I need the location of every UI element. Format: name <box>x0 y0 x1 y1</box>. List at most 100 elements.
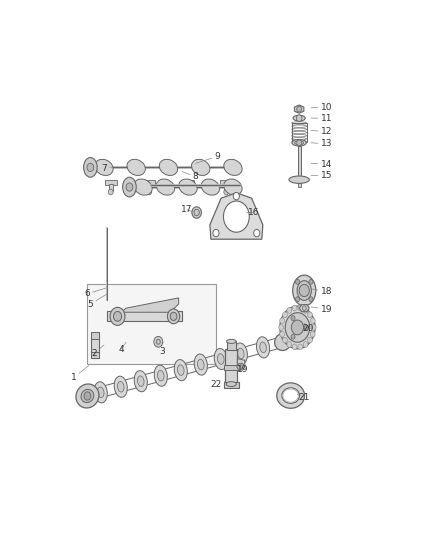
Circle shape <box>303 342 308 348</box>
Bar <box>107 311 182 321</box>
Bar <box>147 184 151 191</box>
Polygon shape <box>237 359 245 368</box>
Ellipse shape <box>234 343 247 364</box>
Bar <box>225 349 237 384</box>
Circle shape <box>280 306 315 349</box>
Text: 9: 9 <box>196 152 221 163</box>
Circle shape <box>170 312 177 320</box>
Circle shape <box>224 189 229 195</box>
Ellipse shape <box>117 382 124 392</box>
Ellipse shape <box>127 159 145 175</box>
Bar <box>92 332 99 339</box>
Text: 11: 11 <box>311 114 332 123</box>
Circle shape <box>296 279 300 284</box>
Circle shape <box>126 183 133 191</box>
Polygon shape <box>299 304 309 312</box>
Text: 2: 2 <box>91 345 104 358</box>
Text: 15: 15 <box>311 171 332 180</box>
Ellipse shape <box>198 359 204 370</box>
Text: 19: 19 <box>311 305 332 314</box>
Ellipse shape <box>297 281 311 301</box>
Circle shape <box>297 140 301 146</box>
Circle shape <box>304 325 308 330</box>
Ellipse shape <box>76 384 99 408</box>
Ellipse shape <box>224 159 242 175</box>
Ellipse shape <box>295 141 304 145</box>
Ellipse shape <box>154 365 167 386</box>
Bar <box>224 184 228 191</box>
Circle shape <box>285 313 310 342</box>
Text: 19: 19 <box>237 365 249 374</box>
Text: 22: 22 <box>210 381 226 390</box>
Bar <box>226 342 236 350</box>
Ellipse shape <box>293 275 316 306</box>
Bar <box>224 382 239 388</box>
Circle shape <box>303 308 308 313</box>
Ellipse shape <box>293 115 305 121</box>
Ellipse shape <box>179 179 197 195</box>
Ellipse shape <box>194 354 207 375</box>
Ellipse shape <box>159 159 178 175</box>
Circle shape <box>233 192 240 200</box>
Circle shape <box>110 308 125 325</box>
Bar <box>105 180 117 184</box>
Text: 10: 10 <box>311 102 332 111</box>
Ellipse shape <box>138 376 144 386</box>
Ellipse shape <box>134 370 147 392</box>
Text: 17: 17 <box>181 205 193 214</box>
Bar <box>298 178 300 187</box>
Text: 12: 12 <box>311 127 332 136</box>
Circle shape <box>192 207 201 219</box>
Bar <box>182 180 194 184</box>
Polygon shape <box>294 105 304 113</box>
Ellipse shape <box>84 158 97 177</box>
Circle shape <box>239 365 243 369</box>
Text: 6: 6 <box>84 288 107 298</box>
Ellipse shape <box>123 177 136 197</box>
Ellipse shape <box>260 342 266 353</box>
Circle shape <box>167 309 180 324</box>
Text: 16: 16 <box>247 208 259 217</box>
Ellipse shape <box>95 159 113 175</box>
Ellipse shape <box>226 382 237 386</box>
Bar <box>186 184 190 191</box>
Circle shape <box>298 305 303 311</box>
Circle shape <box>291 316 295 321</box>
Text: 18: 18 <box>311 287 332 296</box>
Ellipse shape <box>134 179 152 195</box>
Ellipse shape <box>156 179 175 195</box>
Polygon shape <box>121 298 179 312</box>
Circle shape <box>311 332 315 337</box>
Bar <box>298 146 300 180</box>
Ellipse shape <box>177 365 184 375</box>
Circle shape <box>292 344 297 350</box>
Ellipse shape <box>191 159 210 175</box>
Ellipse shape <box>224 179 242 195</box>
Bar <box>220 180 232 184</box>
Ellipse shape <box>226 340 236 343</box>
Circle shape <box>296 297 300 302</box>
Ellipse shape <box>114 376 127 397</box>
Polygon shape <box>210 193 263 239</box>
Text: 8: 8 <box>182 172 198 181</box>
Text: 1: 1 <box>71 366 88 382</box>
Circle shape <box>213 229 219 237</box>
Circle shape <box>302 306 306 311</box>
Text: 20: 20 <box>302 324 313 333</box>
Ellipse shape <box>275 333 292 351</box>
Ellipse shape <box>257 337 270 358</box>
Ellipse shape <box>289 176 309 183</box>
Circle shape <box>283 312 287 318</box>
Ellipse shape <box>277 383 304 408</box>
Text: 5: 5 <box>88 294 107 309</box>
Circle shape <box>292 305 297 311</box>
Polygon shape <box>237 364 245 370</box>
Circle shape <box>309 279 313 284</box>
Text: 4: 4 <box>118 342 126 354</box>
Ellipse shape <box>292 140 306 146</box>
Ellipse shape <box>237 348 244 359</box>
Text: 21: 21 <box>297 393 310 402</box>
Ellipse shape <box>98 387 104 398</box>
Bar <box>292 123 307 142</box>
Circle shape <box>307 337 312 343</box>
